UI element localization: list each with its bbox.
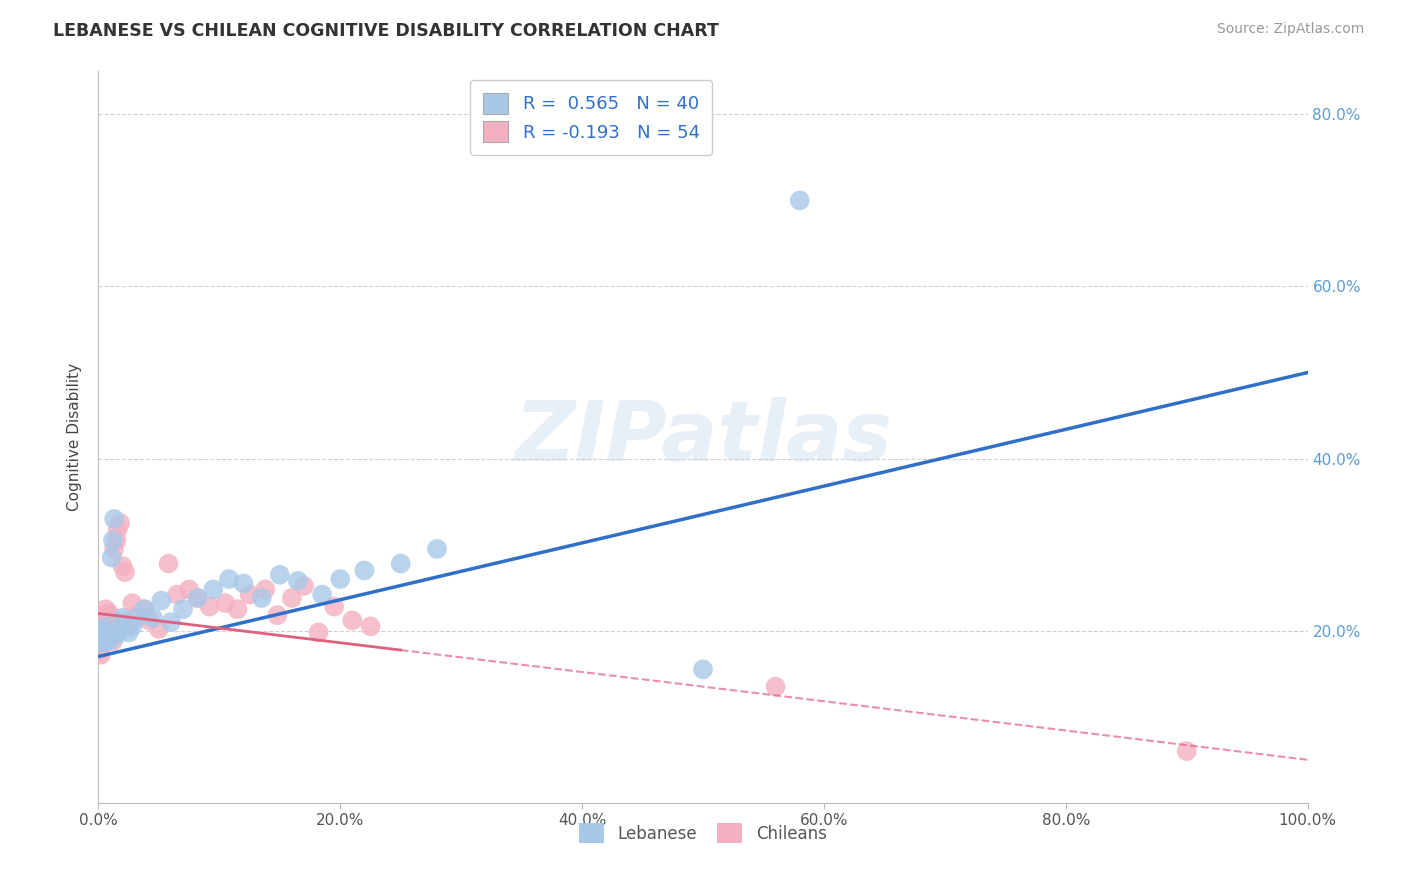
Point [311, 588, 333, 602]
Point [89, 637, 111, 651]
Point [254, 582, 277, 597]
Point [765, 680, 787, 694]
Point [100, 625, 122, 640]
Point [111, 611, 134, 625]
Point [218, 572, 240, 586]
Point [360, 619, 382, 633]
Point [97, 628, 120, 642]
Point [91, 634, 114, 648]
Point [160, 615, 183, 629]
Point [269, 567, 291, 582]
Point [90, 648, 112, 662]
Point [98, 634, 121, 648]
Point [1175, 744, 1198, 758]
Point [93, 631, 115, 645]
Point [329, 572, 352, 586]
Point [100, 550, 122, 565]
Point [111, 559, 134, 574]
Point [266, 608, 288, 623]
Point [138, 613, 160, 627]
Point [134, 602, 156, 616]
Point [198, 599, 221, 614]
Point [292, 579, 315, 593]
Point [150, 593, 173, 607]
Point [100, 619, 122, 633]
Point [179, 582, 201, 597]
Point [692, 662, 714, 676]
Point [96, 631, 118, 645]
Point [98, 622, 121, 636]
Point [157, 557, 180, 571]
Point [166, 588, 188, 602]
Point [100, 631, 122, 645]
Point [187, 591, 209, 605]
Point [127, 611, 149, 625]
Point [308, 625, 330, 640]
Point [94, 619, 117, 633]
Point [281, 591, 304, 605]
Point [134, 602, 156, 616]
Point [91, 634, 114, 648]
Point [96, 616, 118, 631]
Point [89, 632, 111, 647]
Point [91, 625, 114, 640]
Point [342, 613, 364, 627]
Point [103, 541, 125, 556]
Point [97, 628, 120, 642]
Point [91, 619, 114, 633]
Point [93, 631, 115, 645]
Point [89, 645, 111, 659]
Point [187, 591, 209, 605]
Point [789, 194, 811, 208]
Point [91, 624, 114, 638]
Point [91, 608, 114, 623]
Point [226, 602, 249, 616]
Point [100, 613, 122, 627]
Point [121, 596, 143, 610]
Point [94, 619, 117, 633]
Point [94, 602, 117, 616]
Text: ZIPatlas: ZIPatlas [515, 397, 891, 477]
Text: LEBANESE VS CHILEAN COGNITIVE DISABILITY CORRELATION CHART: LEBANESE VS CHILEAN COGNITIVE DISABILITY… [53, 22, 720, 40]
Point [127, 608, 149, 623]
Point [90, 637, 112, 651]
Point [114, 565, 136, 579]
Point [101, 533, 124, 548]
Point [323, 599, 346, 614]
Point [287, 574, 309, 588]
Text: Source: ZipAtlas.com: Source: ZipAtlas.com [1216, 22, 1364, 37]
Point [118, 619, 141, 633]
Point [426, 541, 449, 556]
Point [214, 596, 236, 610]
Point [101, 634, 124, 648]
Point [108, 624, 131, 638]
Point [172, 602, 194, 616]
Point [202, 582, 225, 597]
Point [114, 615, 136, 629]
Point [105, 628, 128, 642]
Point [239, 588, 262, 602]
Point [121, 619, 143, 633]
Point [118, 625, 141, 640]
Point [91, 628, 114, 642]
Y-axis label: Cognitive Disability: Cognitive Disability [67, 363, 83, 511]
Point [148, 622, 170, 636]
Point [97, 608, 120, 623]
Point [94, 611, 117, 625]
Point [389, 557, 412, 571]
Point [142, 611, 165, 625]
Point [96, 625, 118, 640]
Point [107, 522, 129, 536]
Point [250, 591, 273, 605]
Point [232, 576, 254, 591]
Point [90, 628, 112, 642]
Point [108, 516, 131, 530]
Point [91, 611, 114, 625]
Legend: Lebanese, Chileans: Lebanese, Chileans [572, 817, 834, 849]
Point [93, 615, 115, 629]
Point [353, 564, 375, 578]
Point [105, 533, 128, 548]
Point [103, 512, 125, 526]
Point [98, 607, 121, 621]
